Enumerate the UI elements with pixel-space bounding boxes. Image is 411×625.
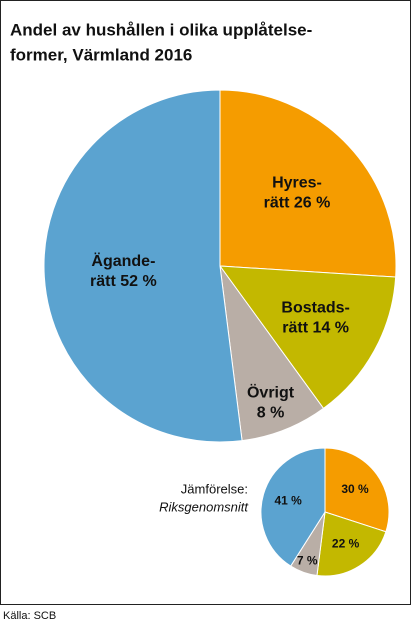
slice-label: Hyres-rätt 26 % (264, 175, 331, 212)
slice-category: Ägande- (91, 252, 155, 270)
slice-category: Bostads- (281, 300, 349, 317)
slice-label: 41 % (274, 493, 302, 507)
pie-slice (219, 265, 325, 442)
slice-category: rätt (282, 320, 308, 337)
pie-slice (324, 447, 390, 533)
slice-label: Ägande-rätt 52 % (90, 252, 157, 290)
slice-label: Bostads-rätt 14 % (281, 300, 349, 337)
slice-label: 30 % (341, 482, 369, 496)
comparison-title: Jämförelse: (181, 481, 248, 496)
slice-category: Hyres- (272, 175, 322, 192)
chart-title: Andel av hushållen i olika upplåtelse- (10, 20, 312, 39)
slice-value-label: 30 % (341, 482, 369, 496)
slice-value-label: 22 % (332, 537, 360, 551)
slice-category: Övrigt (247, 383, 295, 402)
slice-value-label: 8 % (257, 405, 285, 422)
pie-slice (43, 89, 243, 443)
slice-label: 7 % (297, 554, 318, 568)
source: Källa: SCB (3, 610, 56, 622)
pie-slice (260, 447, 326, 567)
pie-slice (218, 265, 397, 410)
slice-value-label: 14 % (313, 320, 349, 337)
slice-category: rätt (264, 195, 290, 212)
slice-label: Övrigt 8 % (247, 383, 295, 422)
comparison-subtitle: Riksgenomsnitt (159, 499, 249, 514)
pie-slice (219, 89, 397, 278)
slice-value-label: 7 % (297, 554, 318, 568)
slice-value-label: 26 % (294, 195, 330, 212)
slice-category: rätt (90, 273, 116, 290)
chart-title: former, Värmland 2016 (10, 45, 192, 64)
slice-value-label: 41 % (274, 493, 302, 507)
pie-slice (316, 511, 387, 577)
slice-value-label: 52 % (120, 273, 156, 290)
slice-label: 22 % (332, 537, 360, 551)
